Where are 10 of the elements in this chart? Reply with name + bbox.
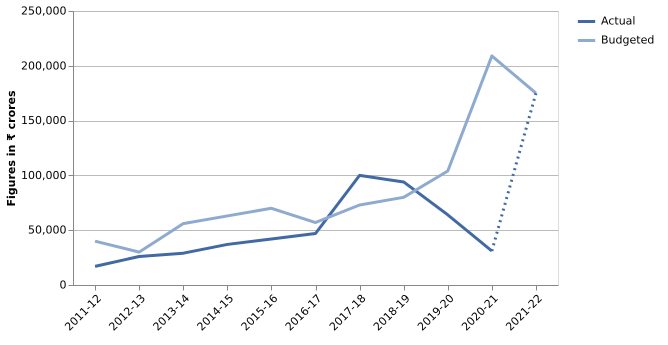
- y-tick-label: 200,000: [21, 59, 66, 72]
- legend-label: Budgeted: [601, 34, 654, 46]
- y-tick-label: 100,000: [21, 168, 66, 182]
- y-tick-label: 250,000: [21, 4, 66, 18]
- y-tick-label: 150,000: [21, 114, 66, 128]
- y-tick-label: 50,000: [28, 224, 66, 237]
- legend-label: Actual: [601, 14, 636, 28]
- y-axis-title: Figures in ₹ crores: [5, 90, 18, 207]
- line-series: [94, 54, 538, 254]
- y-tick-label: 0: [60, 278, 66, 292]
